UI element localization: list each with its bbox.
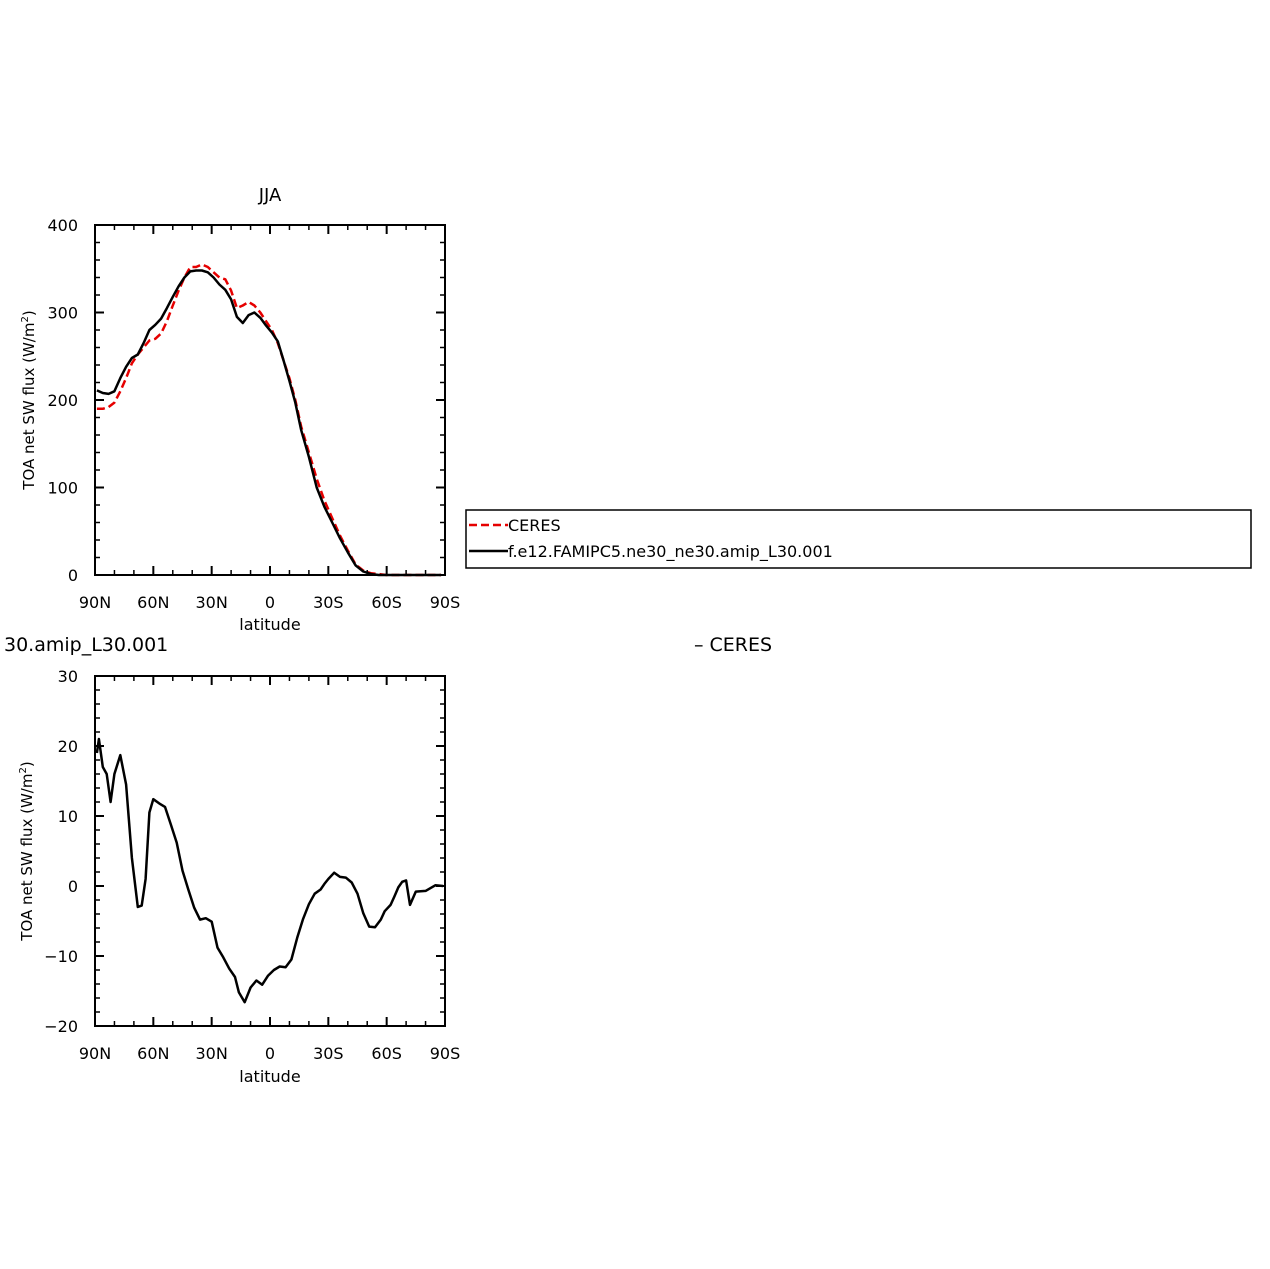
bottom-xtick-label: 60S [371,1044,402,1063]
bottom-xtick-label: 60N [137,1044,169,1063]
top-y-axis-label: TOA net SW flux (W/m2) [20,310,38,490]
bottom-xtick-label: 90N [79,1044,111,1063]
top-ytick-label: 400 [47,216,78,235]
bottom-ytick-label: 0 [68,877,78,896]
top-y-axis-label-close: ) [20,310,38,316]
top-xtick-label: 60S [371,593,402,612]
top-xtick-label: 30N [196,593,228,612]
top-ytick-label: 0 [68,566,78,585]
bottom-ytick-label: −10 [44,947,78,966]
bottom-y-tick-labels: −20 −10 0 10 20 30 [44,667,78,1036]
top-xtick-label: 0 [265,593,275,612]
top-panel: JJA 90N 60N 30N 0 30S 60S 90S 0 100 200 300 400 la… [20,185,460,634]
bottom-chart-title-left: 30.amip_L30.001 [4,634,168,656]
top-plot-area [94,224,446,577]
top-y-tick-labels: 0 100 200 300 400 [47,216,78,585]
top-ytick-label: 300 [47,304,78,323]
bottom-y-axis-label: TOA net SW flux (W/m2) [18,761,36,941]
bottom-series-layer [95,737,444,1004]
top-series-line-ceres [96,263,442,577]
bottom-xtick-label: 30N [196,1044,228,1063]
top-x-tick-labels: 90N 60N 30N 0 30S 60S 90S [79,593,460,612]
bottom-ytick-label: −20 [44,1017,78,1036]
legend-label-model: f.e12.FAMIPC5.ne30_ne30.amip_L30.001 [508,542,833,562]
bottom-ytick-label: 10 [58,807,78,826]
top-y-axis-label-sup: 2 [20,316,31,322]
top-xtick-label: 60N [137,593,169,612]
top-xtick-label: 30S [313,593,344,612]
legend-label-ceres: CERES [508,516,561,535]
top-ytick-label: 100 [47,479,78,498]
bottom-xtick-label: 90S [430,1044,461,1063]
legend: CERES f.e12.FAMIPC5.ne30_ne30.amip_L30.0… [465,509,1252,569]
bottom-ytick-label: 20 [58,737,78,756]
top-xtick-label: 90N [79,593,111,612]
bottom-x-axis-label: latitude [239,1067,300,1086]
bottom-x-tick-labels: 90N 60N 30N 0 30S 60S 90S [79,1044,460,1063]
top-tick-marks [94,224,446,576]
top-plot-frame [94,224,446,576]
bottom-series-line-model [95,737,444,1004]
bottom-ytick-label: 30 [58,667,78,686]
top-series-line-model [96,269,442,577]
top-xtick-label: 90S [430,593,461,612]
top-series-layer [96,263,442,577]
top-y-axis-label-main: TOA net SW flux (W/m [20,323,38,491]
top-x-axis-label: latitude [239,615,300,634]
bottom-y-axis-label-main: TOA net SW flux (W/m [18,774,36,942]
bottom-tick-marks [94,675,446,1027]
bottom-y-axis-label-close: ) [18,761,36,767]
bottom-xtick-label: 30S [313,1044,344,1063]
top-ytick-label: 200 [47,391,78,410]
bottom-chart-title-right: – CERES [694,634,772,656]
bottom-panel: 30.amip_L30.001 – CERES 90N 60N 30N 0 30S 60S… [4,634,772,1086]
legend-box [465,509,1252,569]
top-chart-title: JJA [258,185,282,206]
bottom-xtick-label: 0 [265,1044,275,1063]
bottom-y-axis-label-sup: 2 [18,767,29,773]
bottom-plot-area [94,675,446,1027]
